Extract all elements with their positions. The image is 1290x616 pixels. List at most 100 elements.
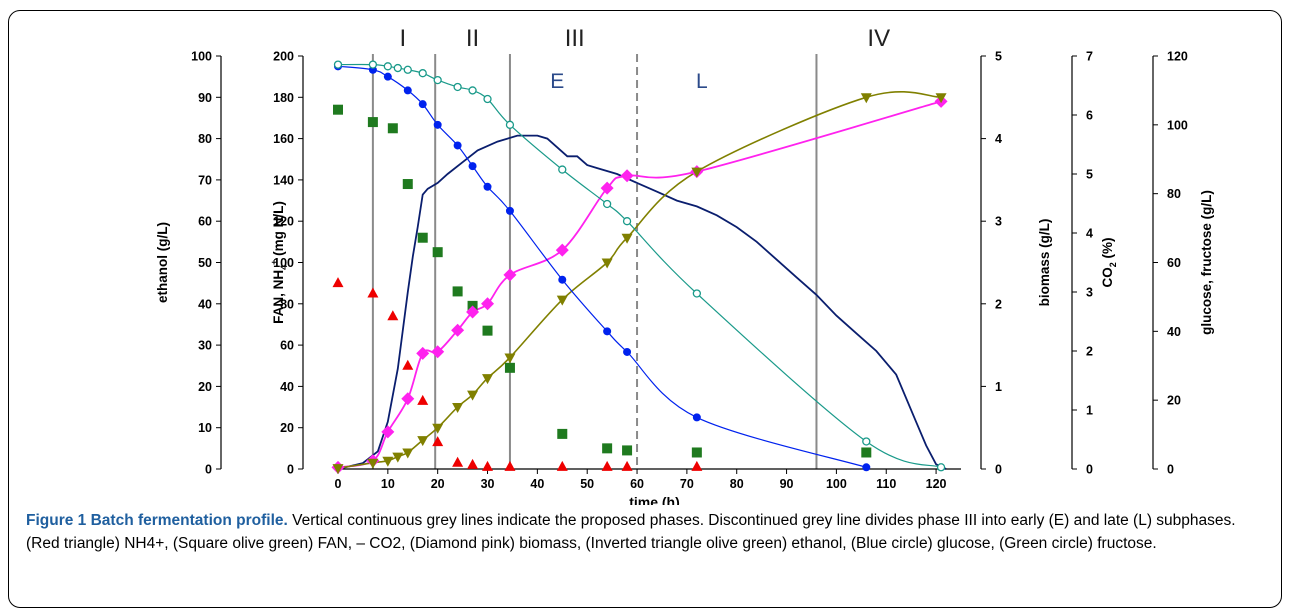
nh4-point [332,277,344,288]
glucose-point [453,141,462,150]
co2-line [337,134,947,470]
ethanol-point [452,403,464,414]
x-tick-label: 0 [335,477,342,491]
ethanol-line [337,90,942,469]
fan-tick-label: 60 [280,339,294,353]
nh4-point [417,394,429,405]
nh4-point [621,460,633,471]
ethanol-point [417,436,429,447]
co2-tick-label: 2 [1086,345,1093,359]
fan-point [333,104,343,115]
subphase-label: L [696,70,708,93]
phase-label: II [466,25,479,52]
biomass-point [503,268,517,282]
x-tick-label: 20 [431,477,445,491]
fan-point [387,123,398,134]
fan-point [482,325,493,336]
x-tick-label: 80 [730,477,744,491]
sugar-tick-label: 60 [1167,256,1181,270]
nh4-point [601,460,613,471]
ethanol-tick-label: 20 [198,380,212,394]
caption-title: Figure 1 Batch fermentation profile. [26,512,288,529]
biomass-axis-title: biomass (g/L) [1037,219,1052,307]
ethanol-tick-label: 100 [191,50,212,64]
fan-point [622,445,633,456]
x-tick-label: 40 [530,477,544,491]
biomass-point [416,346,430,360]
biomass-point [401,392,415,406]
nh4-point [432,436,444,447]
biomass-point [481,297,495,311]
ethanol-point [601,258,613,269]
fructose-point [602,199,612,209]
ethanol-point [935,93,947,104]
co2-tick-label: 3 [1086,286,1093,300]
subphase-label: E [550,70,564,93]
fructose-point [558,165,567,174]
glucose-point [433,120,442,129]
sugar-axis-title: glucose, fructose (g/L) [1199,190,1214,335]
phase-label: III [565,25,585,52]
sugar-tick-label: 120 [1167,50,1188,64]
fan-point [602,443,613,454]
fructose-point [333,60,343,69]
ethanol-point [860,93,872,104]
fan-tick-label: 120 [273,215,294,229]
phase-labels: I II III IVE L [399,25,890,93]
biomass-tick-label: 1 [995,380,1002,394]
caption-text: Vertical continuous grey lines indicate … [26,512,1236,552]
ethanol-tick-label: 50 [198,256,212,270]
ethanol-point [392,452,404,463]
fan-axis-title: FAN, NH4+ (mg N/L) [269,201,289,324]
fan-point [417,232,428,243]
nh4-point [467,458,479,469]
figure-caption: Figure 1 Batch fermentation profile. Ver… [26,509,1266,555]
fructose-point [622,217,632,226]
x-tick-label: 50 [580,477,594,491]
fructose-point [505,120,515,129]
x-tick-label: 100 [826,477,847,491]
glucose-point [468,162,477,171]
ethanol-point [621,233,633,244]
fan-tick-label: 0 [287,463,294,477]
fan-tick-label: 80 [280,297,294,311]
ethanol-tick-label: 10 [198,421,212,435]
ethanol-point [402,448,414,459]
co2-tick-label: 0 [1086,463,1093,477]
fan-tick-label: 100 [273,256,294,270]
biomass-point [466,305,480,319]
glucose-point [623,347,632,356]
nh4-point [452,456,464,467]
ethanol-point [432,423,444,434]
x-tick-label: 30 [481,477,495,491]
fan-tick-label: 40 [280,380,294,394]
phase-label: IV [867,25,890,52]
fan-tick-label: 180 [273,91,294,105]
biomass-tick-label: 3 [995,215,1002,229]
glucose-point [603,327,612,336]
fan-point [367,117,378,128]
fructose-point [383,62,392,71]
ethanol-tick-label: 30 [198,339,212,353]
fan-point [432,247,443,258]
ethanol-point [367,458,379,469]
fructose-line [337,63,942,468]
glucose-point [403,86,412,95]
fan-tick-label: 140 [273,173,294,187]
x-tick-label: 10 [381,477,395,491]
fructose-point [936,463,946,472]
fan-tick-label: 200 [273,50,294,64]
sugar-tick-label: 20 [1167,394,1181,408]
x-axis-title: time (h) [629,494,680,505]
x-tick-label: 70 [680,477,694,491]
ethanol-tick-label: 90 [198,91,212,105]
glucose-line [337,65,867,468]
glucose-point [383,72,392,81]
x-tick-label: 120 [926,477,947,491]
sugar-tick-label: 100 [1167,118,1188,132]
ethanol-tick-label: 80 [198,132,212,146]
fructose-point [453,82,462,92]
glucose-point [558,275,567,284]
